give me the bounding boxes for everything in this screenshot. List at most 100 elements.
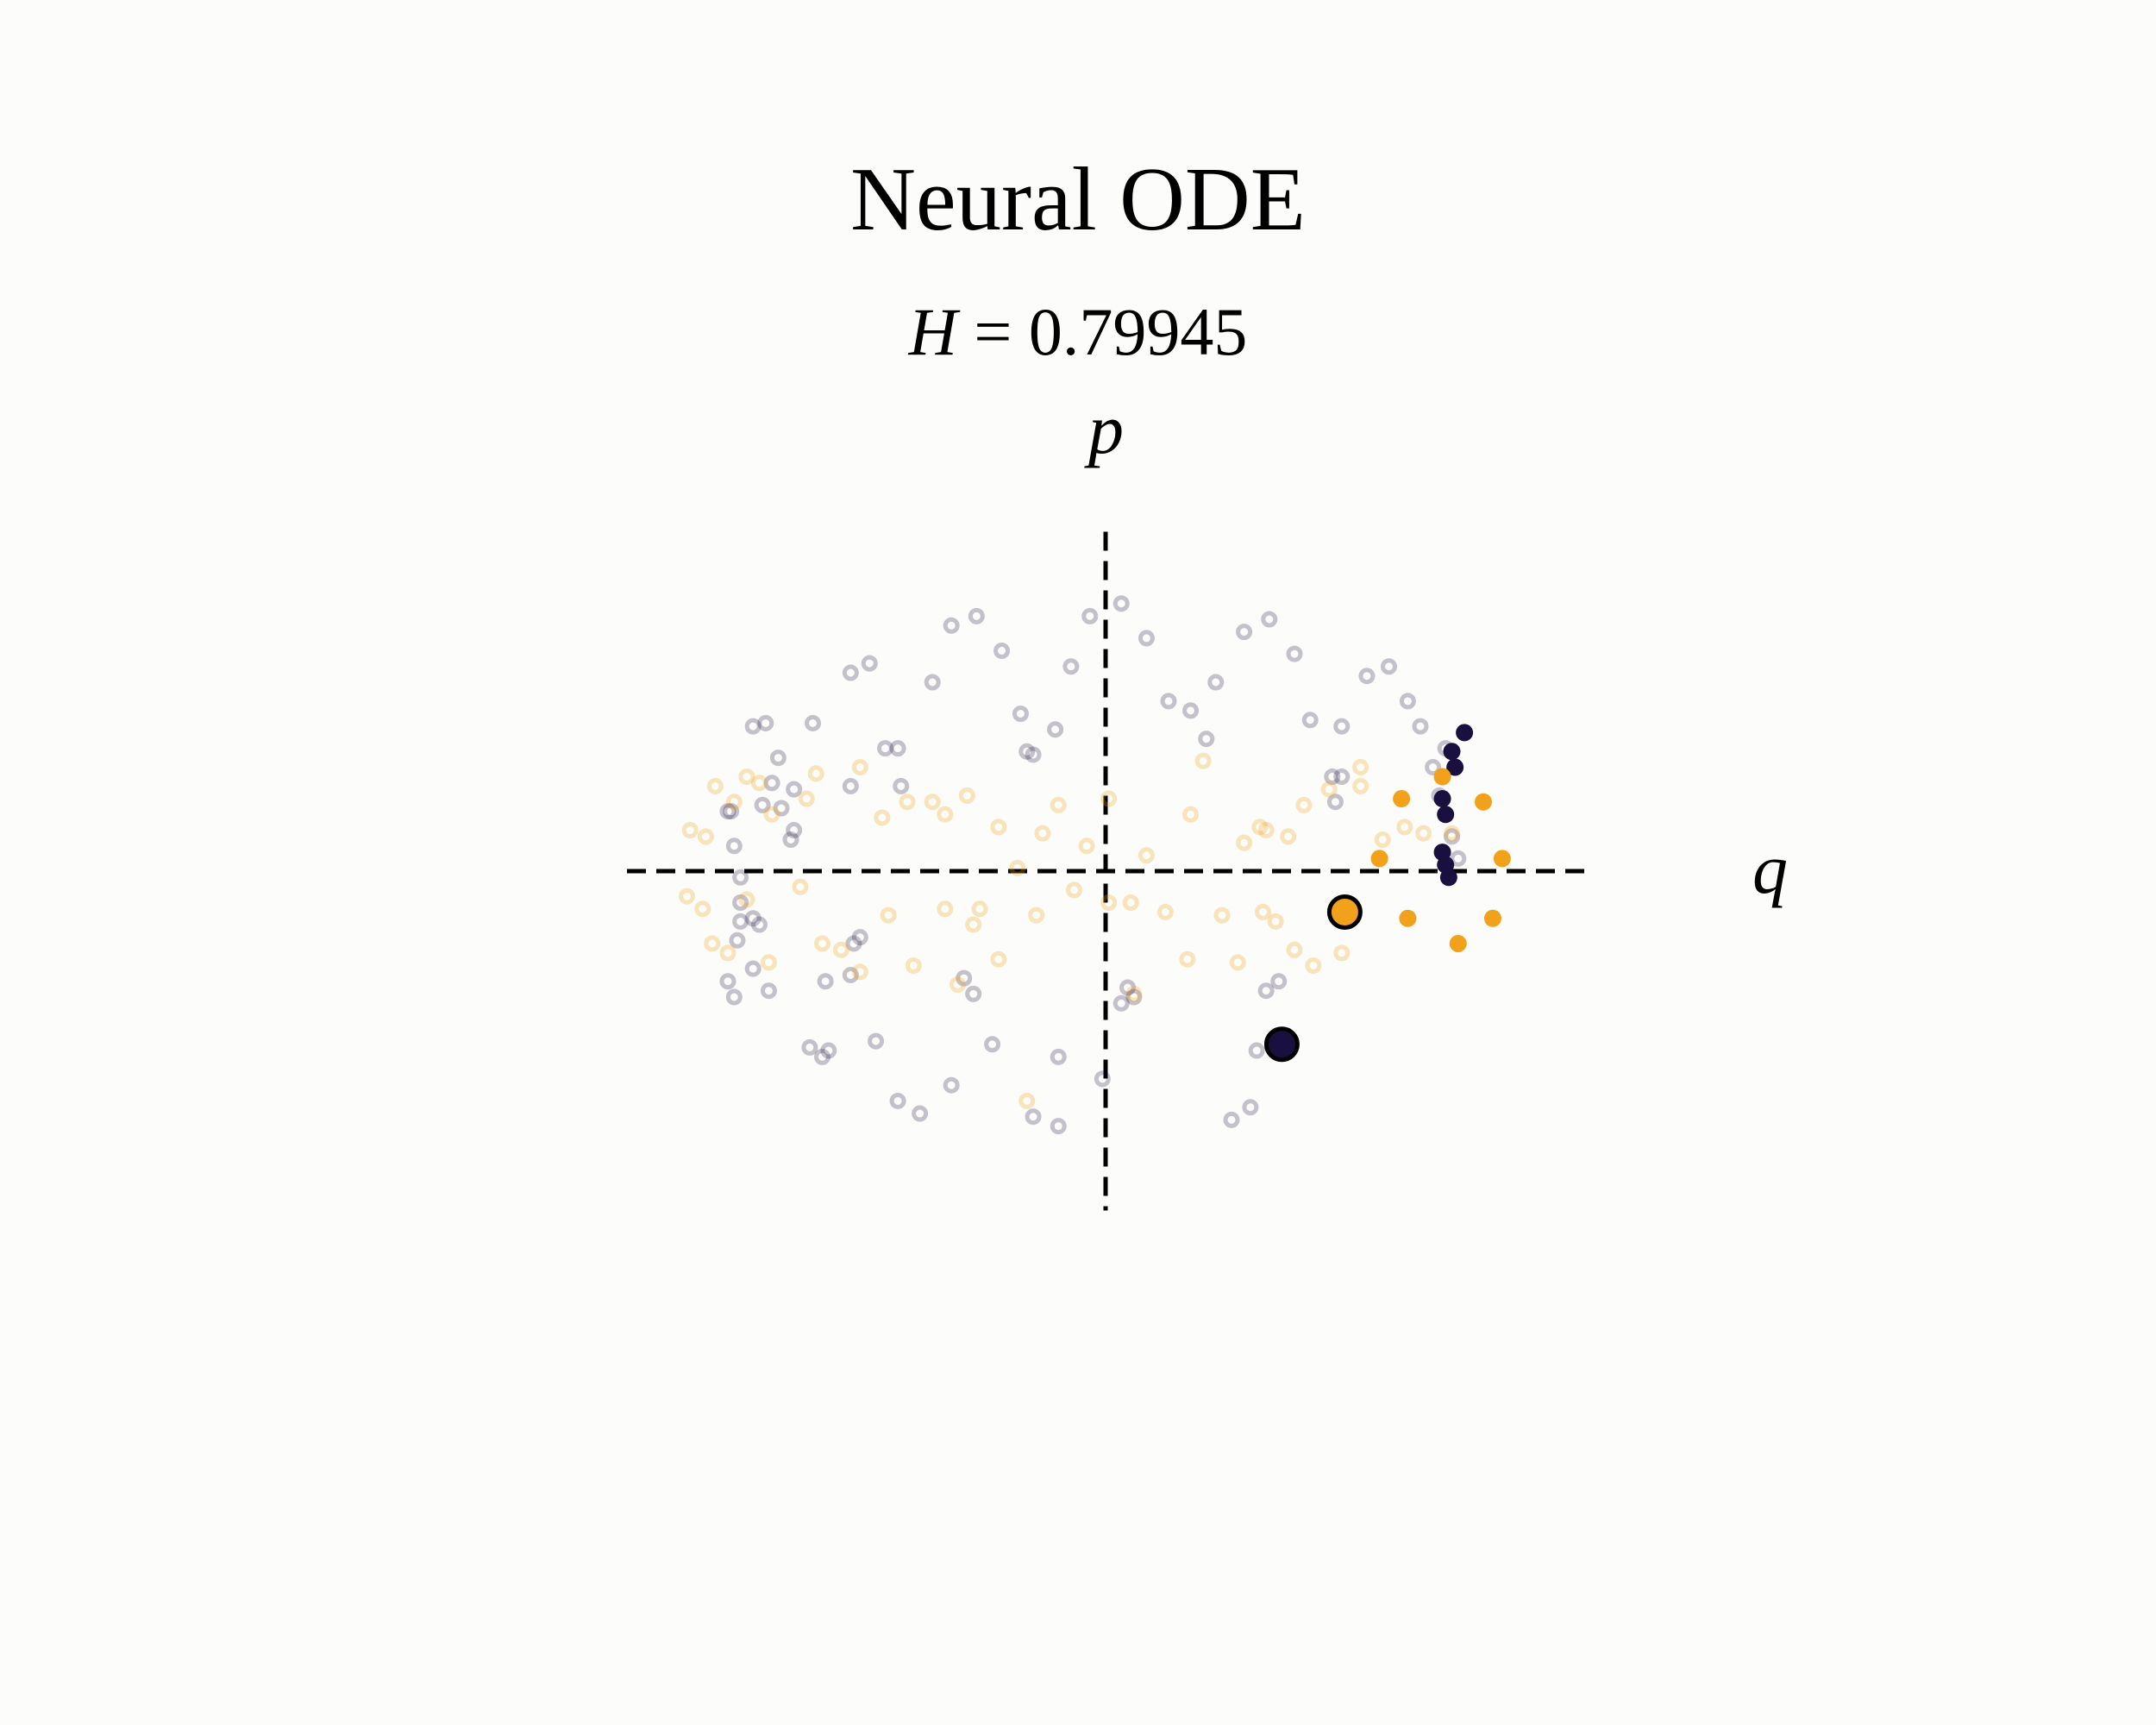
faded-point [723,803,740,820]
faded-point [1358,668,1376,685]
faded-point [773,800,790,817]
faded-point [1229,954,1246,971]
faded-point [842,966,859,983]
faded-point [990,950,1007,968]
faded-point [1025,1108,1042,1126]
faded-point [1138,847,1155,864]
active-point [1433,790,1451,808]
faded-point [893,777,910,794]
faded-point [877,740,893,757]
active-point [1443,743,1461,761]
faded-point [1182,702,1200,719]
faded-point [905,957,922,974]
faded-point [1444,828,1460,845]
faded-point [1352,777,1369,794]
faded-point [937,806,954,823]
faded-point [1320,781,1338,798]
faded-point [786,781,803,798]
faded-point [1047,721,1064,738]
faded-point [1257,982,1275,1000]
faded-point [1324,768,1341,785]
faded-point [968,607,985,624]
faded-point [763,775,780,792]
faded-point [943,1076,960,1094]
faded-point [1374,831,1391,848]
faded-point [990,819,1007,836]
faded-point [1182,806,1200,823]
faded-point [943,617,960,634]
faded-point [1125,988,1143,1006]
faded-point [1286,645,1303,662]
hamiltonian-value: 0.79945 [1028,294,1248,369]
faded-point [1028,906,1045,924]
faded-point [1062,658,1080,675]
faded-point [706,777,724,794]
faded-point [786,822,803,839]
faded-point [965,916,982,933]
faded-point [956,969,973,987]
faded-point [725,988,743,1006]
faded-point [899,794,916,811]
faded-point [1236,624,1253,641]
faded-point [1119,979,1137,996]
faded-point [719,973,736,990]
faded-point [1333,768,1351,785]
faded-point [842,664,859,681]
faded-point [1156,903,1174,920]
faded-point [1415,825,1432,842]
faded-point [820,1042,837,1059]
faded-point [1333,718,1351,735]
faded-point [880,906,897,924]
active-point [1483,909,1501,927]
faded-point [732,894,749,911]
highlighted-points-layer [1263,894,1363,1063]
active-point [1439,869,1457,887]
faded-point [1081,607,1099,624]
faded-point [744,960,761,977]
active-point [1449,934,1467,952]
faded-point [889,740,906,757]
faded-point [704,935,721,952]
faded-point [1270,973,1288,990]
faded-point [971,900,988,918]
axes-group [627,531,1593,1211]
faded-point [1125,985,1143,1002]
faded-point [760,982,777,1000]
hamiltonian-symbol: H [908,294,957,369]
faded-point [868,1032,885,1050]
faded-point [1012,706,1029,722]
faded-point [782,831,799,848]
faded-point [937,900,954,918]
faded-point [842,777,859,794]
x-axis-label: q [1752,830,1788,908]
active-point [1446,758,1464,776]
highlighted-point [1326,894,1363,930]
chart-title: Neural ODE [850,148,1306,249]
faded-point [1050,796,1067,813]
faded-point [1280,828,1297,845]
faded-point [725,837,743,855]
faded-point [912,1105,929,1122]
faded-point [1009,859,1026,876]
faded-point [1305,957,1322,974]
faded-point [1066,881,1082,899]
faded-point [738,891,755,908]
faded-point [697,828,714,845]
faded-point [1078,837,1095,855]
faded-point [1396,819,1413,836]
faded-point [1444,825,1460,842]
faded-point [832,941,849,958]
faded-point [744,910,761,927]
faded-point [1301,712,1319,729]
faded-point [798,790,815,807]
faded-point [679,888,696,905]
faded-point [1194,752,1212,769]
faded-point [949,975,966,993]
faded-point [1207,674,1225,691]
faded-point [1025,746,1042,763]
faded-point [984,1036,1001,1053]
faded-point [814,935,830,952]
faded-point [889,1092,906,1109]
